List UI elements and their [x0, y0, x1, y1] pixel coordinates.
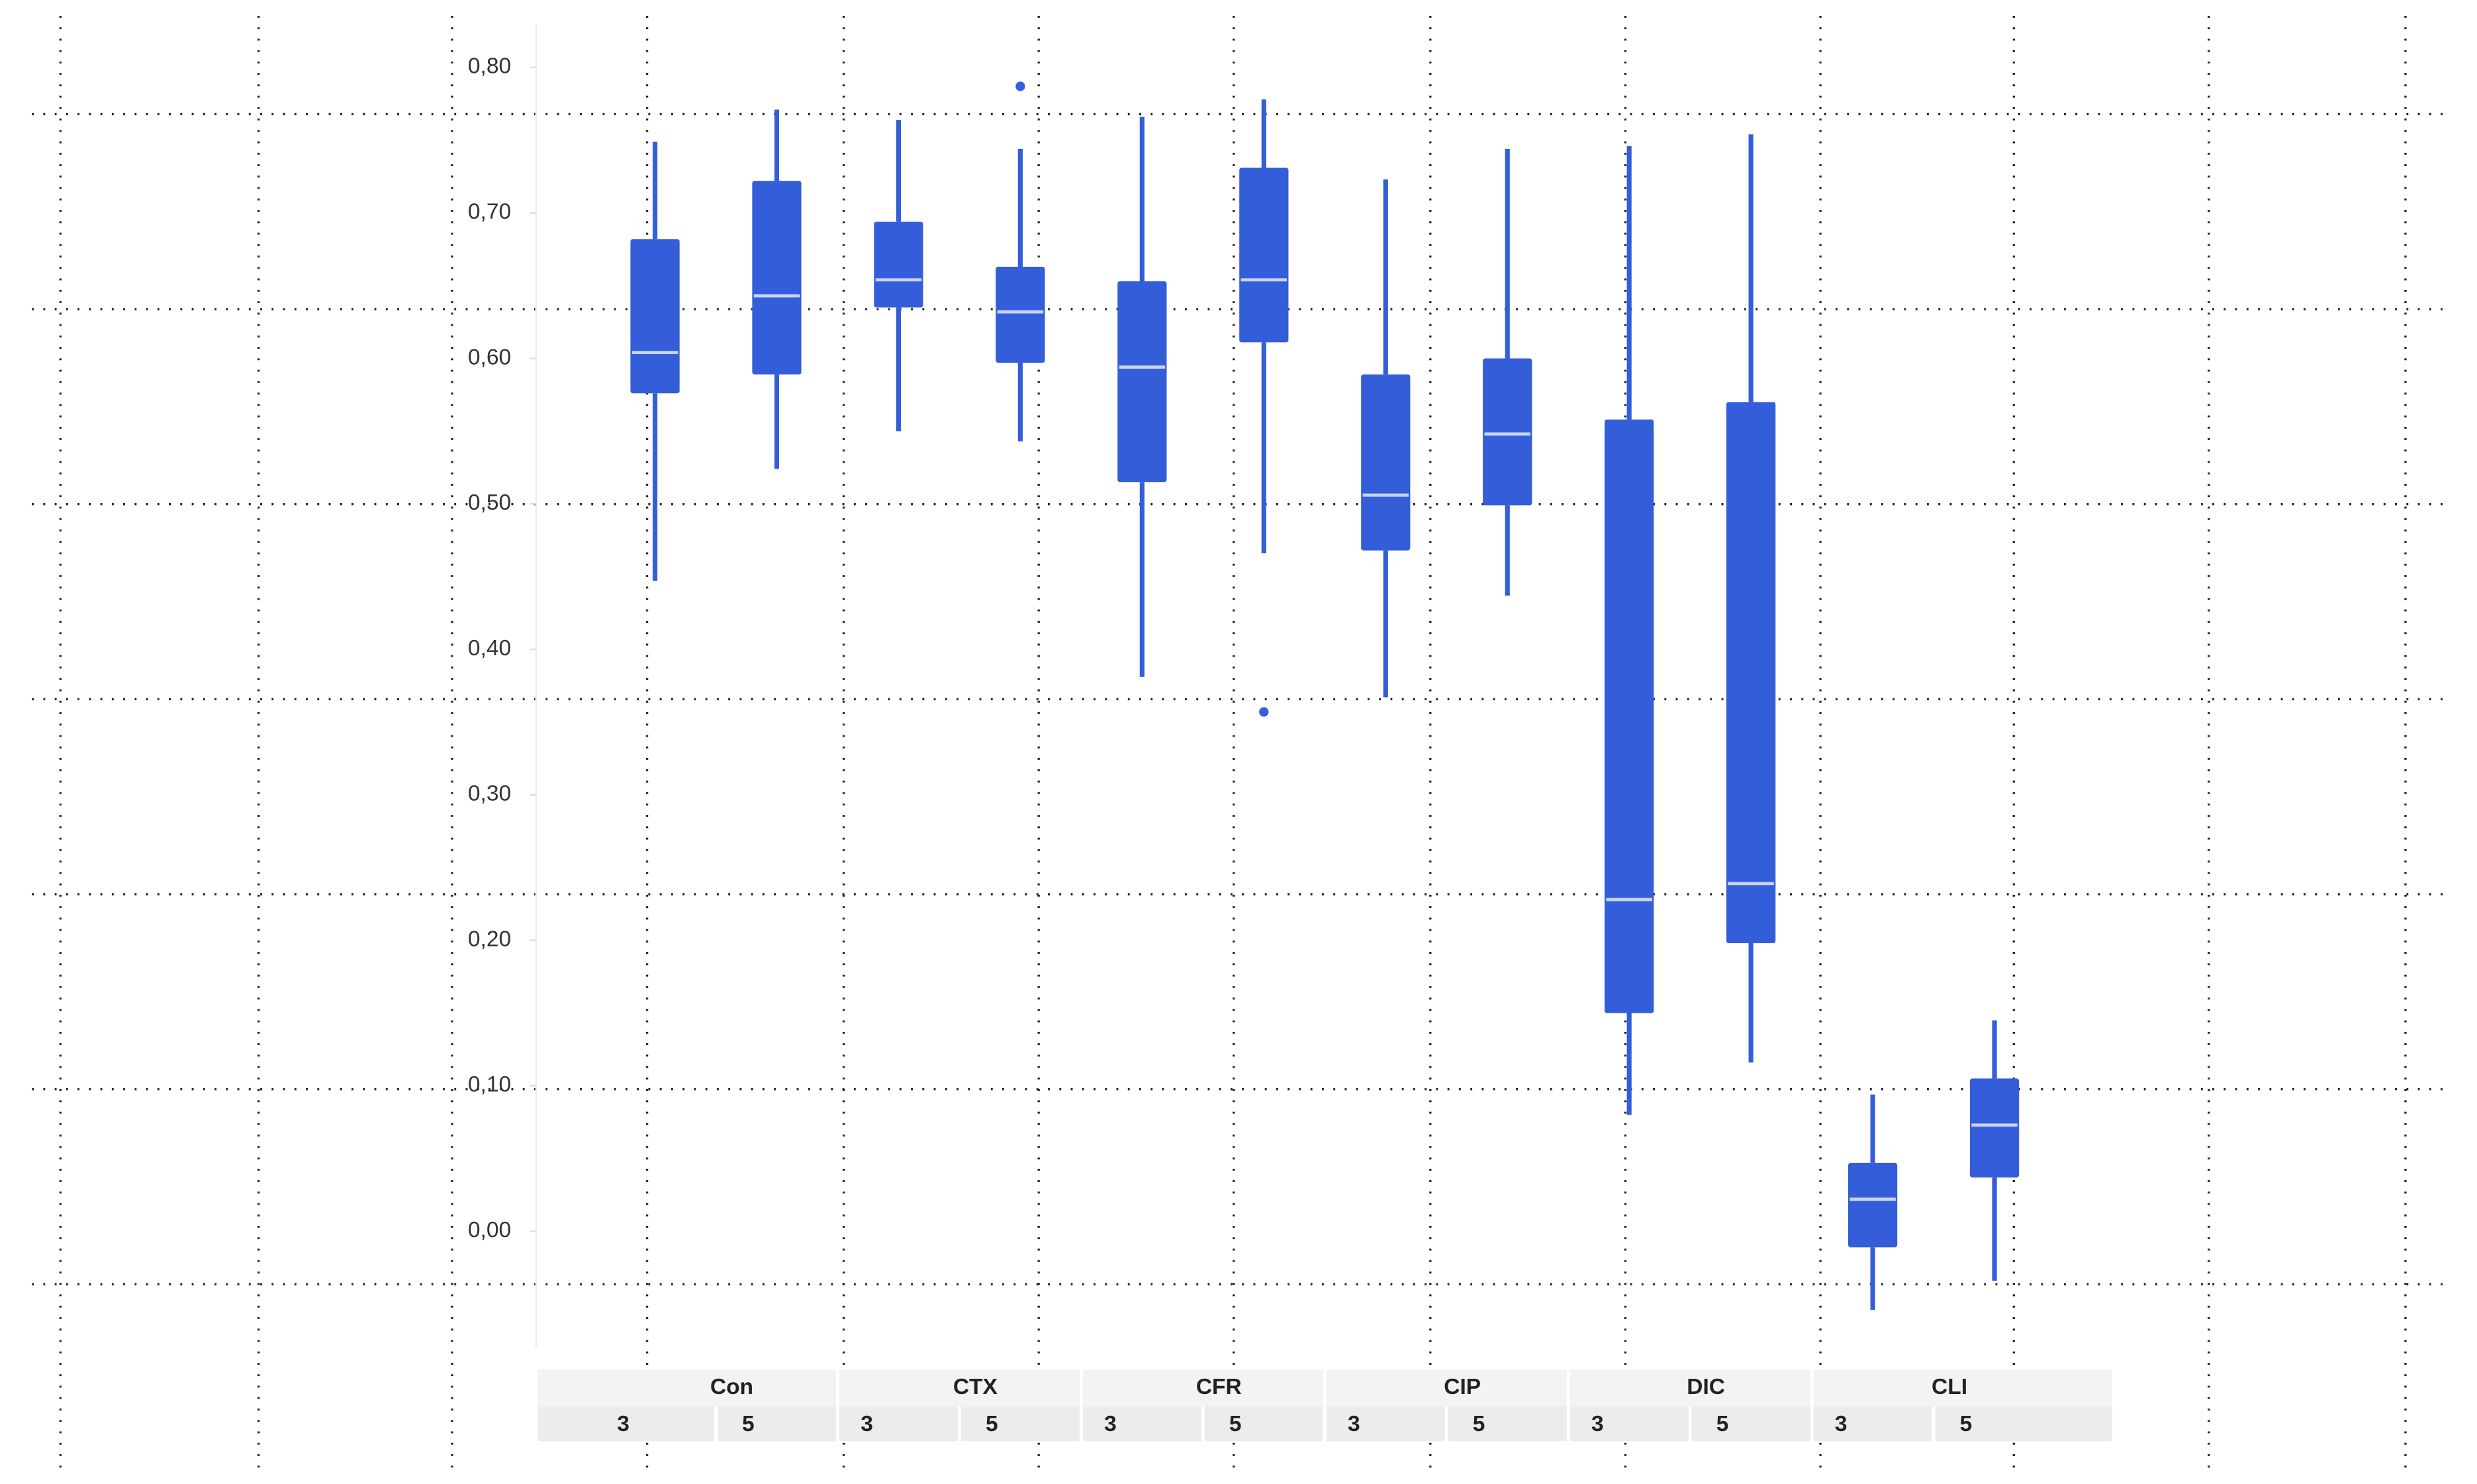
category-header: Con CTX CFR CIP DIC CLI 3 5 3 5 3 5 3 5 3 5 3 5	[534, 1369, 2116, 1442]
box	[1361, 374, 1411, 551]
outlier	[1015, 81, 1025, 91]
group-label: DIC	[1687, 1375, 1725, 1399]
box	[630, 239, 680, 394]
x-tick-label: 5	[1229, 1412, 1242, 1436]
plot-area: 0,80 0,70 0,60 0,50 0,40 0,30 0,20 0,10 0,00	[468, 54, 2020, 1310]
x-tick-label: 3	[861, 1412, 873, 1436]
box	[1483, 358, 1532, 506]
y-tick-label: 0,60	[468, 345, 511, 369]
box	[1239, 167, 1289, 343]
x-tick-label: 3	[1835, 1412, 1847, 1436]
x-tick-label: 3	[1104, 1412, 1117, 1436]
x-tick-label: 5	[1716, 1412, 1729, 1436]
x-tick-label: 3	[1591, 1412, 1604, 1436]
x-tick-label: 3	[617, 1412, 630, 1436]
box	[1117, 281, 1167, 483]
group-label: CIP	[1444, 1375, 1481, 1399]
group-label: CTX	[953, 1375, 998, 1399]
box	[1726, 402, 1776, 943]
box	[1969, 1078, 2020, 1178]
box	[996, 266, 1045, 363]
x-tick-label: 3	[1348, 1412, 1360, 1436]
x-tick-label: 5	[742, 1412, 755, 1436]
box	[874, 221, 923, 308]
y-tick-label: 0,10	[468, 1072, 511, 1097]
y-tick-label: 0,40	[468, 636, 511, 661]
y-tick-label: 0,80	[468, 54, 511, 79]
outlier	[1259, 707, 1269, 717]
group-label: Con	[710, 1375, 753, 1399]
x-tick-label: 5	[1960, 1412, 1973, 1436]
group-label: CFR	[1196, 1375, 1242, 1399]
box	[752, 181, 802, 375]
y-tick-label: 0,30	[468, 782, 511, 806]
group-label: CLI	[1932, 1375, 1967, 1399]
box	[1847, 1162, 1898, 1248]
y-tick-label: 0,00	[468, 1218, 511, 1242]
y-tick-label: 0,50	[468, 490, 511, 515]
x-tick-label: 5	[1473, 1412, 1485, 1436]
box	[1605, 419, 1654, 1013]
y-tick-label: 0,20	[468, 927, 511, 951]
x-tick-label: 5	[986, 1412, 998, 1436]
y-tick-label: 0,70	[468, 200, 511, 224]
